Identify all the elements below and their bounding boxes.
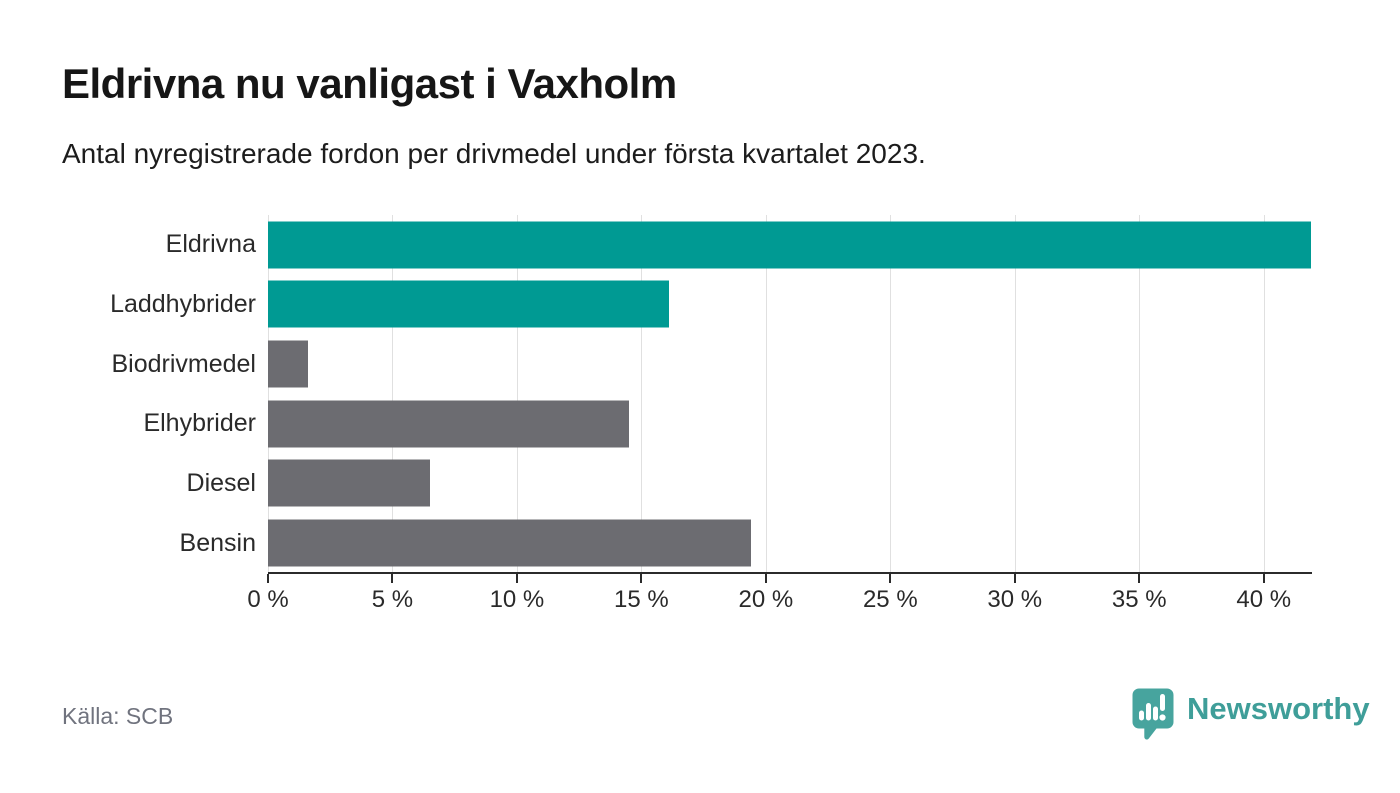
- logo-bar-tall: [1146, 703, 1151, 721]
- category-label-biodrivmedel: Biodrivmedel: [111, 349, 256, 378]
- x-tick-label: 40 %: [1236, 586, 1292, 613]
- bar-row: [268, 513, 1311, 573]
- bar-row: [268, 454, 1311, 514]
- x-tick-label: 30 %: [987, 586, 1043, 613]
- plot-area: [268, 215, 1311, 573]
- x-axis-line: [268, 572, 1312, 574]
- logo-exclamation-stroke: [1160, 694, 1165, 711]
- bar-row: [268, 394, 1311, 454]
- category-label-laddhybrider: Laddhybrider: [110, 289, 256, 318]
- x-tick: [1138, 574, 1141, 583]
- bar-row: [268, 215, 1311, 275]
- bar-row: [268, 275, 1311, 335]
- grid-line: [1263, 215, 1265, 573]
- x-tick-label: 35 %: [1111, 586, 1167, 613]
- category-label-bensin: Bensin: [179, 528, 256, 557]
- x-tick-label: 25 %: [862, 586, 918, 613]
- x-tick: [764, 574, 767, 583]
- x-tick: [1262, 574, 1265, 583]
- grid-line: [641, 215, 643, 573]
- category-label-diesel: Diesel: [186, 468, 256, 497]
- bar-diesel: [268, 459, 430, 507]
- newsworthy-logo-icon: [1132, 688, 1174, 740]
- grid-line: [1014, 215, 1016, 573]
- category-label-elhybrider: Elhybrider: [143, 409, 256, 438]
- grid-line: [890, 215, 892, 573]
- x-tick: [391, 574, 394, 583]
- bar-bensin: [268, 519, 751, 567]
- grid-line: [765, 215, 767, 573]
- chart-subtitle: Antal nyregistrerade fordon per drivmede…: [62, 138, 926, 169]
- x-tick-label: 5 %: [371, 586, 414, 613]
- logo-exclamation-dot: [1159, 714, 1166, 721]
- chart-title: Eldrivna nu vanligast i Vaxholm: [62, 60, 677, 107]
- y-axis-category-labels: Eldrivna Laddhybrider Biodrivmedel Elhybrid…: [0, 215, 256, 573]
- bar-biodrivmedel: [268, 340, 308, 388]
- category-label-eldrivna: Eldrivna: [165, 230, 256, 259]
- grid-line: [1139, 215, 1141, 573]
- logo-bar-small: [1139, 710, 1144, 721]
- newsworthy-logo-text: Newsworthy: [1187, 691, 1370, 726]
- grid-line: [268, 215, 269, 573]
- x-tick-label: 0 %: [247, 586, 289, 613]
- bar-elhybrider: [268, 400, 629, 448]
- newsworthy-logo: Newsworthy: [1131, 687, 1370, 742]
- source-label: Källa: SCB: [62, 703, 174, 729]
- x-tick: [1013, 574, 1016, 583]
- bar-row: [268, 334, 1311, 394]
- x-tick-label: 10 %: [489, 586, 545, 613]
- logo-bar-medium: [1153, 706, 1158, 721]
- x-tick: [267, 574, 269, 583]
- x-tick: [640, 574, 643, 583]
- x-tick: [515, 574, 518, 583]
- x-tick-label: 15 %: [614, 586, 669, 613]
- grid-line: [392, 215, 394, 573]
- x-tick: [889, 574, 892, 583]
- x-tick-label: 20 %: [738, 586, 794, 613]
- bar-laddhybrider: [268, 280, 669, 328]
- bar-eldrivna: [268, 221, 1311, 269]
- grid-line: [516, 215, 518, 573]
